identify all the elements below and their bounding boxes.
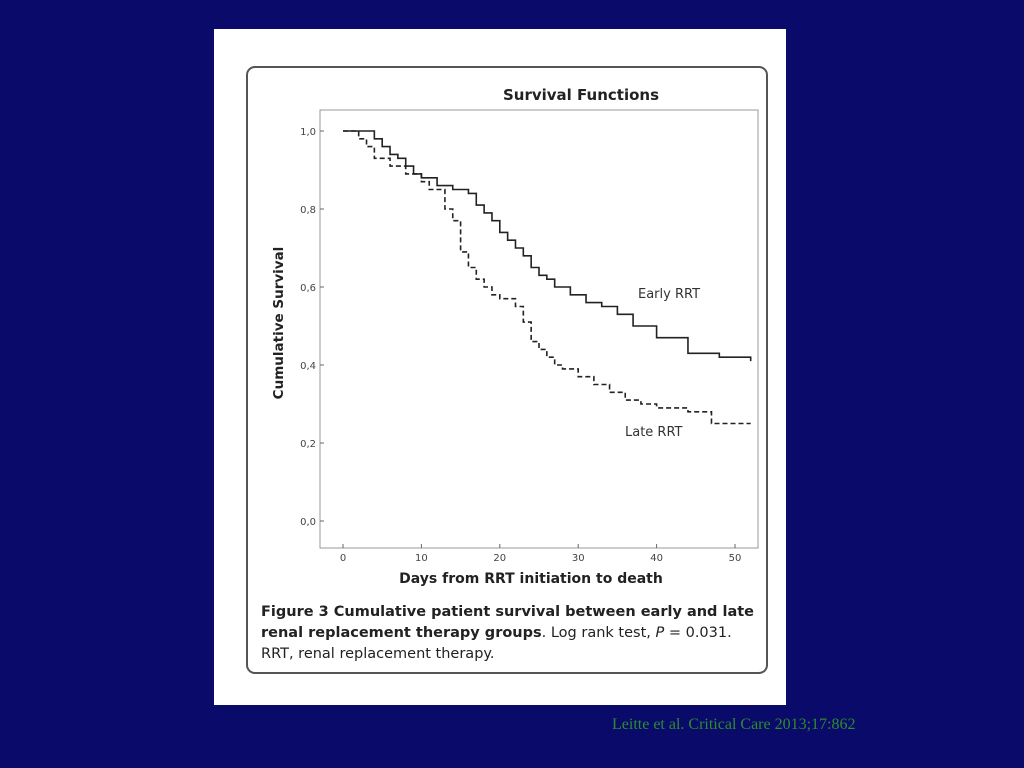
y-axis-label: Cumulative Survival bbox=[271, 247, 287, 400]
plot-area bbox=[319, 109, 759, 549]
caption-p-symbol: P bbox=[655, 625, 665, 641]
series-label-late: Late RRT bbox=[625, 425, 683, 440]
y-tick-label: 0,6 bbox=[300, 283, 316, 294]
x-tick-label: 50 bbox=[729, 553, 742, 564]
caption-title: Figure 3 Cumulative patient survival bet… bbox=[261, 604, 754, 641]
series-label-early: Early RRT bbox=[638, 287, 700, 302]
y-tick-label: 0,2 bbox=[300, 439, 316, 450]
y-tick-label: 0,8 bbox=[300, 205, 316, 216]
y-tick-label: 0,4 bbox=[300, 361, 316, 372]
survival-chart: Survival Functions 0,0 0,2 0,4 0,6 0,8 1,0 0 10… bbox=[271, 86, 759, 587]
figure-panel: Survival Functions 0,0 0,2 0,4 0,6 0,8 1,0 0 10… bbox=[214, 29, 786, 705]
citation: Leitte et al. Critical Care 2013;17:862 bbox=[612, 716, 856, 733]
y-tick-label: 1,0 bbox=[300, 127, 316, 138]
caption-text-2: = 0.031. RRT, renal replacement therapy. bbox=[261, 625, 732, 662]
chart-title: Survival Functions bbox=[503, 86, 659, 104]
axes: 0,0 0,2 0,4 0,6 0,8 1,0 0 10 20 30 40 50 bbox=[300, 127, 741, 564]
series-layer bbox=[343, 130, 752, 425]
y-tick-label: 0,0 bbox=[300, 517, 316, 528]
x-tick-label: 30 bbox=[572, 553, 585, 564]
x-tick-label: 20 bbox=[493, 553, 506, 564]
x-tick-label: 40 bbox=[650, 553, 663, 564]
x-tick-label: 10 bbox=[415, 553, 428, 564]
caption-text-1: . Log rank test, bbox=[541, 625, 656, 641]
figure-frame: Survival Functions 0,0 0,2 0,4 0,6 0,8 1,0 0 10… bbox=[246, 66, 768, 674]
x-tick-label: 0 bbox=[340, 553, 346, 564]
series-late-rrt bbox=[343, 130, 751, 425]
x-axis-label: Days from RRT initiation to death bbox=[399, 571, 663, 587]
figure-caption: Figure 3 Cumulative patient survival bet… bbox=[261, 602, 761, 665]
